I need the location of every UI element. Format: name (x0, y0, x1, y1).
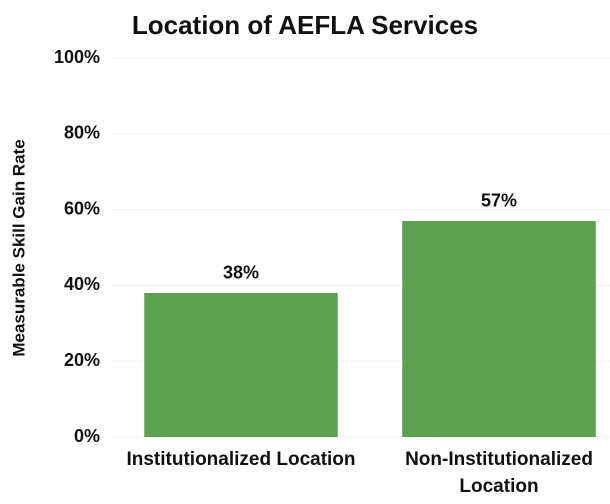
x-tick-label: Institutionalized Location (126, 449, 356, 470)
x-tick-label: Non-Institutionalized Location (405, 449, 593, 497)
value-label: 57% (481, 191, 517, 211)
y-tick-label: 60% (64, 198, 100, 218)
value-label: 38% (223, 263, 259, 283)
y-axis-label: Measurable Skill Gain Rate (9, 139, 28, 356)
bar (402, 220, 596, 437)
y-tick-label: 40% (64, 274, 100, 294)
chart-title: Location of AEFLA Services (132, 10, 478, 40)
y-tick-label: 0% (74, 426, 100, 446)
y-tick-label: 100% (54, 47, 100, 67)
y-tick-label: 80% (64, 123, 100, 143)
y-tick-label: 20% (64, 350, 100, 370)
bar (144, 292, 338, 437)
